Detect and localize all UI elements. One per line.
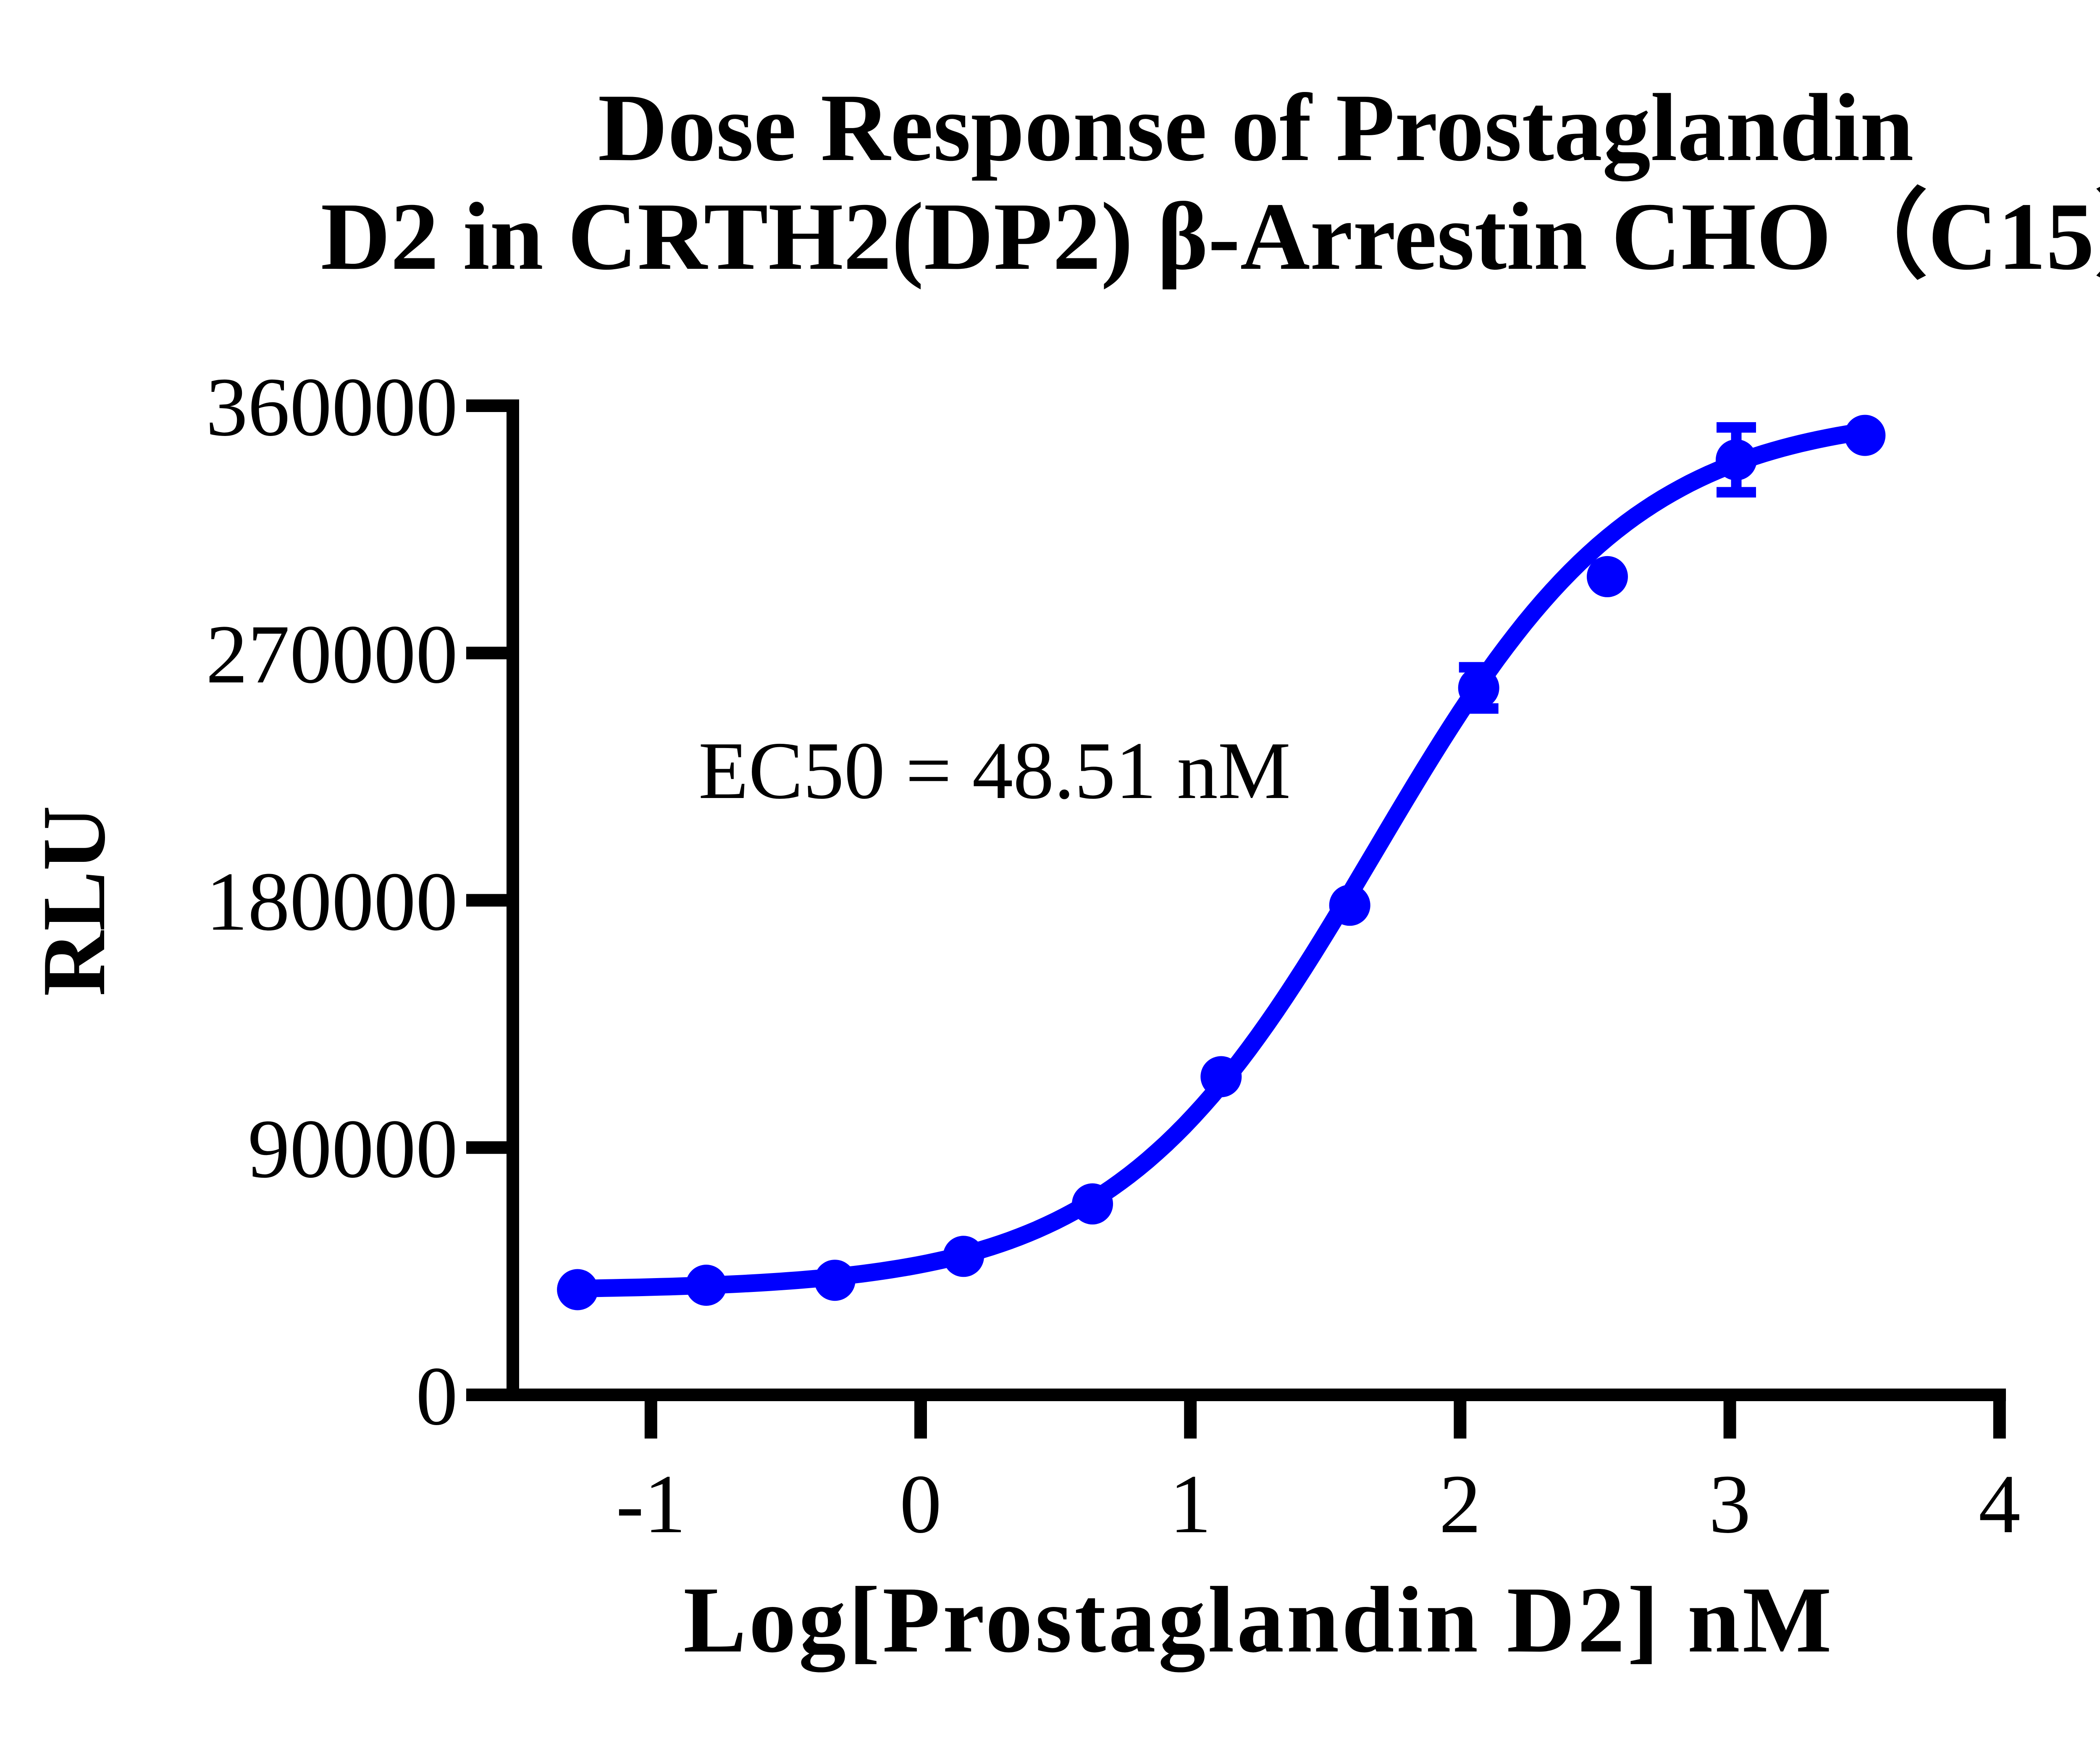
data-point bbox=[1716, 439, 1757, 480]
dose-response-fit-curve bbox=[569, 422, 1874, 1297]
y-axis-tick-label: 180000 bbox=[206, 855, 458, 948]
data-point bbox=[685, 1265, 727, 1306]
data-point bbox=[1458, 667, 1499, 709]
x-axis-tick-label: 2 bbox=[1439, 1458, 1481, 1551]
data-point bbox=[1844, 415, 1886, 456]
y-axis-label: RLU bbox=[24, 806, 124, 996]
axis-frame bbox=[507, 399, 2006, 1401]
x-axis-tick-label: 3 bbox=[1709, 1458, 1751, 1551]
x-axis-ticks bbox=[644, 1395, 2006, 1439]
data-points bbox=[557, 415, 1886, 1310]
y-axis-tick-label: 90000 bbox=[248, 1103, 458, 1195]
data-point bbox=[1072, 1183, 1113, 1225]
data-point bbox=[1329, 885, 1370, 926]
series-prostaglandin-d2 bbox=[557, 415, 1886, 1310]
y-axis-ticks bbox=[466, 399, 513, 1401]
data-point bbox=[814, 1260, 856, 1301]
y-axis-tick-label: 270000 bbox=[206, 608, 458, 701]
ec50-annotation: EC50 = 48.51 nM bbox=[698, 725, 1291, 816]
x-axis-tick-label: 4 bbox=[1979, 1458, 2021, 1551]
data-point bbox=[557, 1269, 598, 1310]
x-axis-tick-label: -1 bbox=[616, 1458, 686, 1551]
y-axis-tick-labels: 0 90000 180000 270000 360000 bbox=[206, 361, 458, 1443]
x-axis-tick-label: 0 bbox=[900, 1458, 942, 1551]
y-axis-tick-label: 0 bbox=[416, 1350, 458, 1443]
data-point bbox=[1587, 556, 1628, 597]
y-axis-tick-label: 360000 bbox=[206, 361, 458, 454]
data-point bbox=[943, 1236, 984, 1277]
axes: 0 90000 180000 270000 360000 -1 0 1 2 3 4 bbox=[206, 361, 2021, 1551]
chart-title-line-1: Dose Response of Prostaglandin bbox=[598, 74, 1914, 181]
data-point bbox=[1200, 1056, 1242, 1097]
x-axis-label: Log[Prostaglandin D2] nM bbox=[683, 1567, 1834, 1672]
chart-title-line-2: D2 in CRTH2(DP2) β-Arrestin CHO（C15） bbox=[321, 183, 2100, 290]
x-axis-tick-label: 1 bbox=[1169, 1458, 1211, 1551]
x-axis-tick-labels: -1 0 1 2 3 4 bbox=[616, 1458, 2020, 1551]
